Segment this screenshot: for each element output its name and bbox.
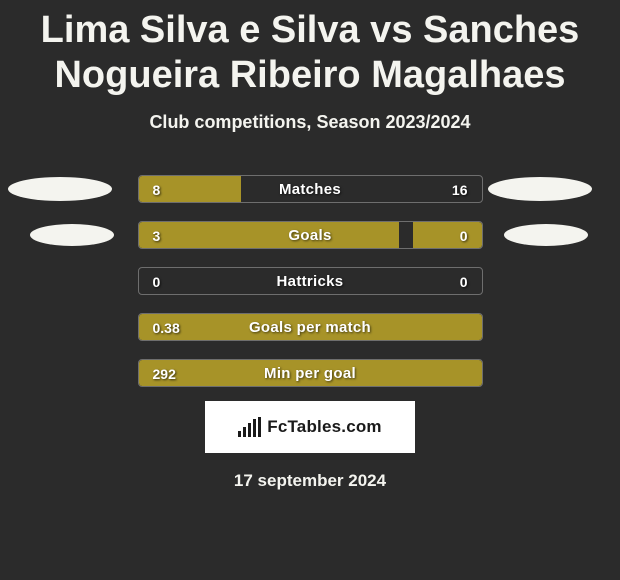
bar-fill-left xyxy=(139,176,242,202)
stat-row: Matches816 xyxy=(0,175,620,203)
stat-bar: Matches816 xyxy=(138,175,483,203)
stat-value-right: 16 xyxy=(452,176,468,203)
stat-bar: Goals per match0.38 xyxy=(138,313,483,341)
stat-bar: Hattricks0 0 xyxy=(138,267,483,295)
stat-row: Hattricks0 0 xyxy=(0,267,620,295)
page-title: Lima Silva e Silva vs Sanches Nogueira R… xyxy=(0,8,620,98)
bar-chart-icon xyxy=(238,417,261,437)
player-right-badge xyxy=(488,177,592,201)
stat-value-right: 0 xyxy=(460,268,468,295)
brand-text: FcTables.com xyxy=(267,417,382,437)
stat-label: Hattricks xyxy=(139,268,482,295)
stat-row: Min per goal292 xyxy=(0,359,620,387)
stat-row: Goals30 xyxy=(0,221,620,249)
stat-row: Goals per match0.38 xyxy=(0,313,620,341)
stat-bar: Goals30 xyxy=(138,221,483,249)
subtitle: Club competitions, Season 2023/2024 xyxy=(0,112,620,133)
brand-badge[interactable]: FcTables.com xyxy=(205,401,415,453)
bar-fill xyxy=(139,360,482,386)
stat-rows: Matches816 Goals30 Hattricks0 0 Goals per ma… xyxy=(0,175,620,387)
player-left-badge xyxy=(8,177,112,201)
bar-fill-left xyxy=(139,222,400,248)
player-left-badge xyxy=(30,224,114,246)
bar-fill-right xyxy=(413,222,482,248)
stat-bar: Min per goal292 xyxy=(138,359,483,387)
player-right-badge xyxy=(504,224,588,246)
stat-value-left: 0 xyxy=(153,268,161,295)
date-label: 17 september 2024 xyxy=(0,471,620,491)
comparison-card: Lima Silva e Silva vs Sanches Nogueira R… xyxy=(0,0,620,491)
bar-fill xyxy=(139,314,482,340)
